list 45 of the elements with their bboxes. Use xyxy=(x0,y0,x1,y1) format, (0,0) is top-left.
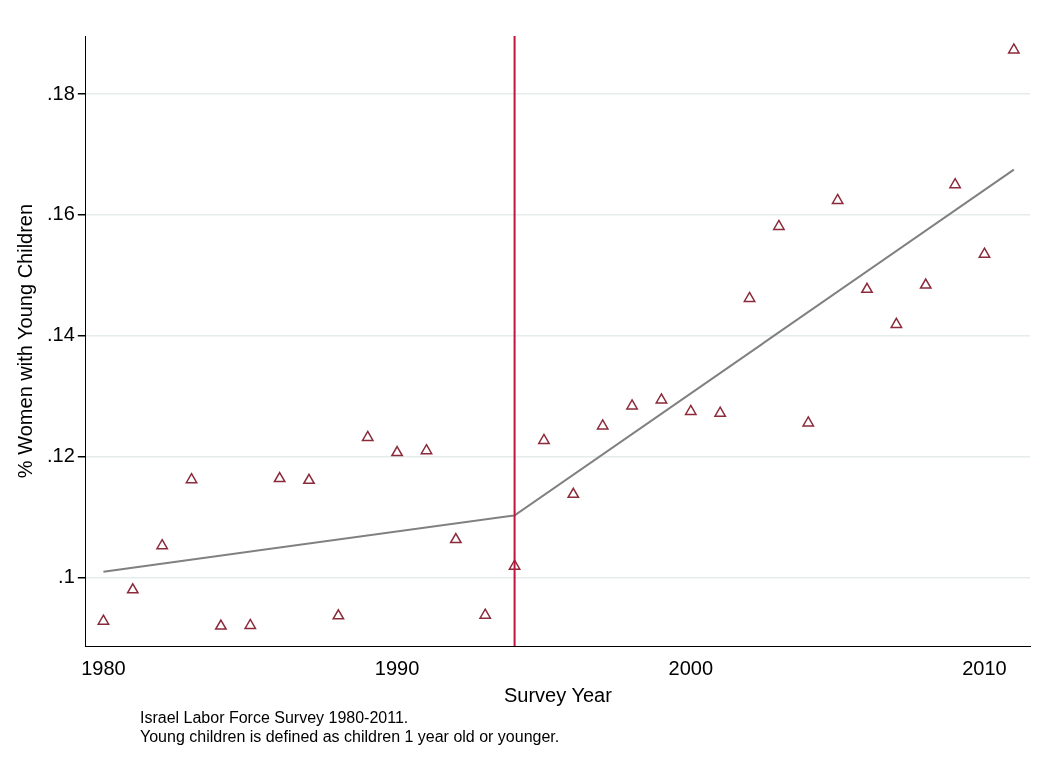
point xyxy=(978,247,991,258)
point xyxy=(714,406,727,417)
x-tick-label: 2010 xyxy=(962,656,1007,679)
y-tick-label: .16 xyxy=(46,202,75,225)
y-tick-label: .12 xyxy=(46,444,75,467)
text: Young children is defined as children 1 year old or younger. xyxy=(140,727,561,746)
point xyxy=(684,404,697,416)
point xyxy=(802,416,815,427)
point xyxy=(391,445,404,457)
point xyxy=(1007,43,1020,54)
point xyxy=(743,291,756,303)
point xyxy=(126,583,139,594)
x-axis-title: Survey Year xyxy=(503,683,613,706)
point xyxy=(890,317,903,329)
point xyxy=(508,559,521,570)
point xyxy=(655,393,668,404)
point xyxy=(861,282,873,294)
point xyxy=(949,177,962,189)
point xyxy=(772,219,785,231)
point xyxy=(273,471,286,483)
text: Israel Labor Force Survey 1980-2011. xyxy=(140,708,410,727)
point xyxy=(831,193,844,205)
point xyxy=(538,433,550,445)
point xyxy=(97,614,110,625)
y-tick-label: .18 xyxy=(46,81,75,104)
y-tick-label: .1 xyxy=(58,565,75,588)
point xyxy=(596,419,609,430)
point xyxy=(156,538,169,550)
point xyxy=(567,487,580,499)
y-axis-title: % Women with Young Children xyxy=(13,203,36,479)
point xyxy=(332,609,345,620)
point xyxy=(449,532,462,544)
point xyxy=(919,278,932,289)
point xyxy=(420,443,433,455)
y-tick-label: .14 xyxy=(46,323,75,346)
point xyxy=(244,618,257,630)
point xyxy=(626,399,638,410)
point xyxy=(214,619,227,630)
x-tick-label: 1980 xyxy=(81,656,126,679)
point xyxy=(361,430,374,442)
point xyxy=(479,608,492,619)
x-tick-label: 1990 xyxy=(374,656,420,679)
point xyxy=(185,473,198,484)
point xyxy=(303,473,315,485)
x-tick-label: 2000 xyxy=(668,656,714,679)
